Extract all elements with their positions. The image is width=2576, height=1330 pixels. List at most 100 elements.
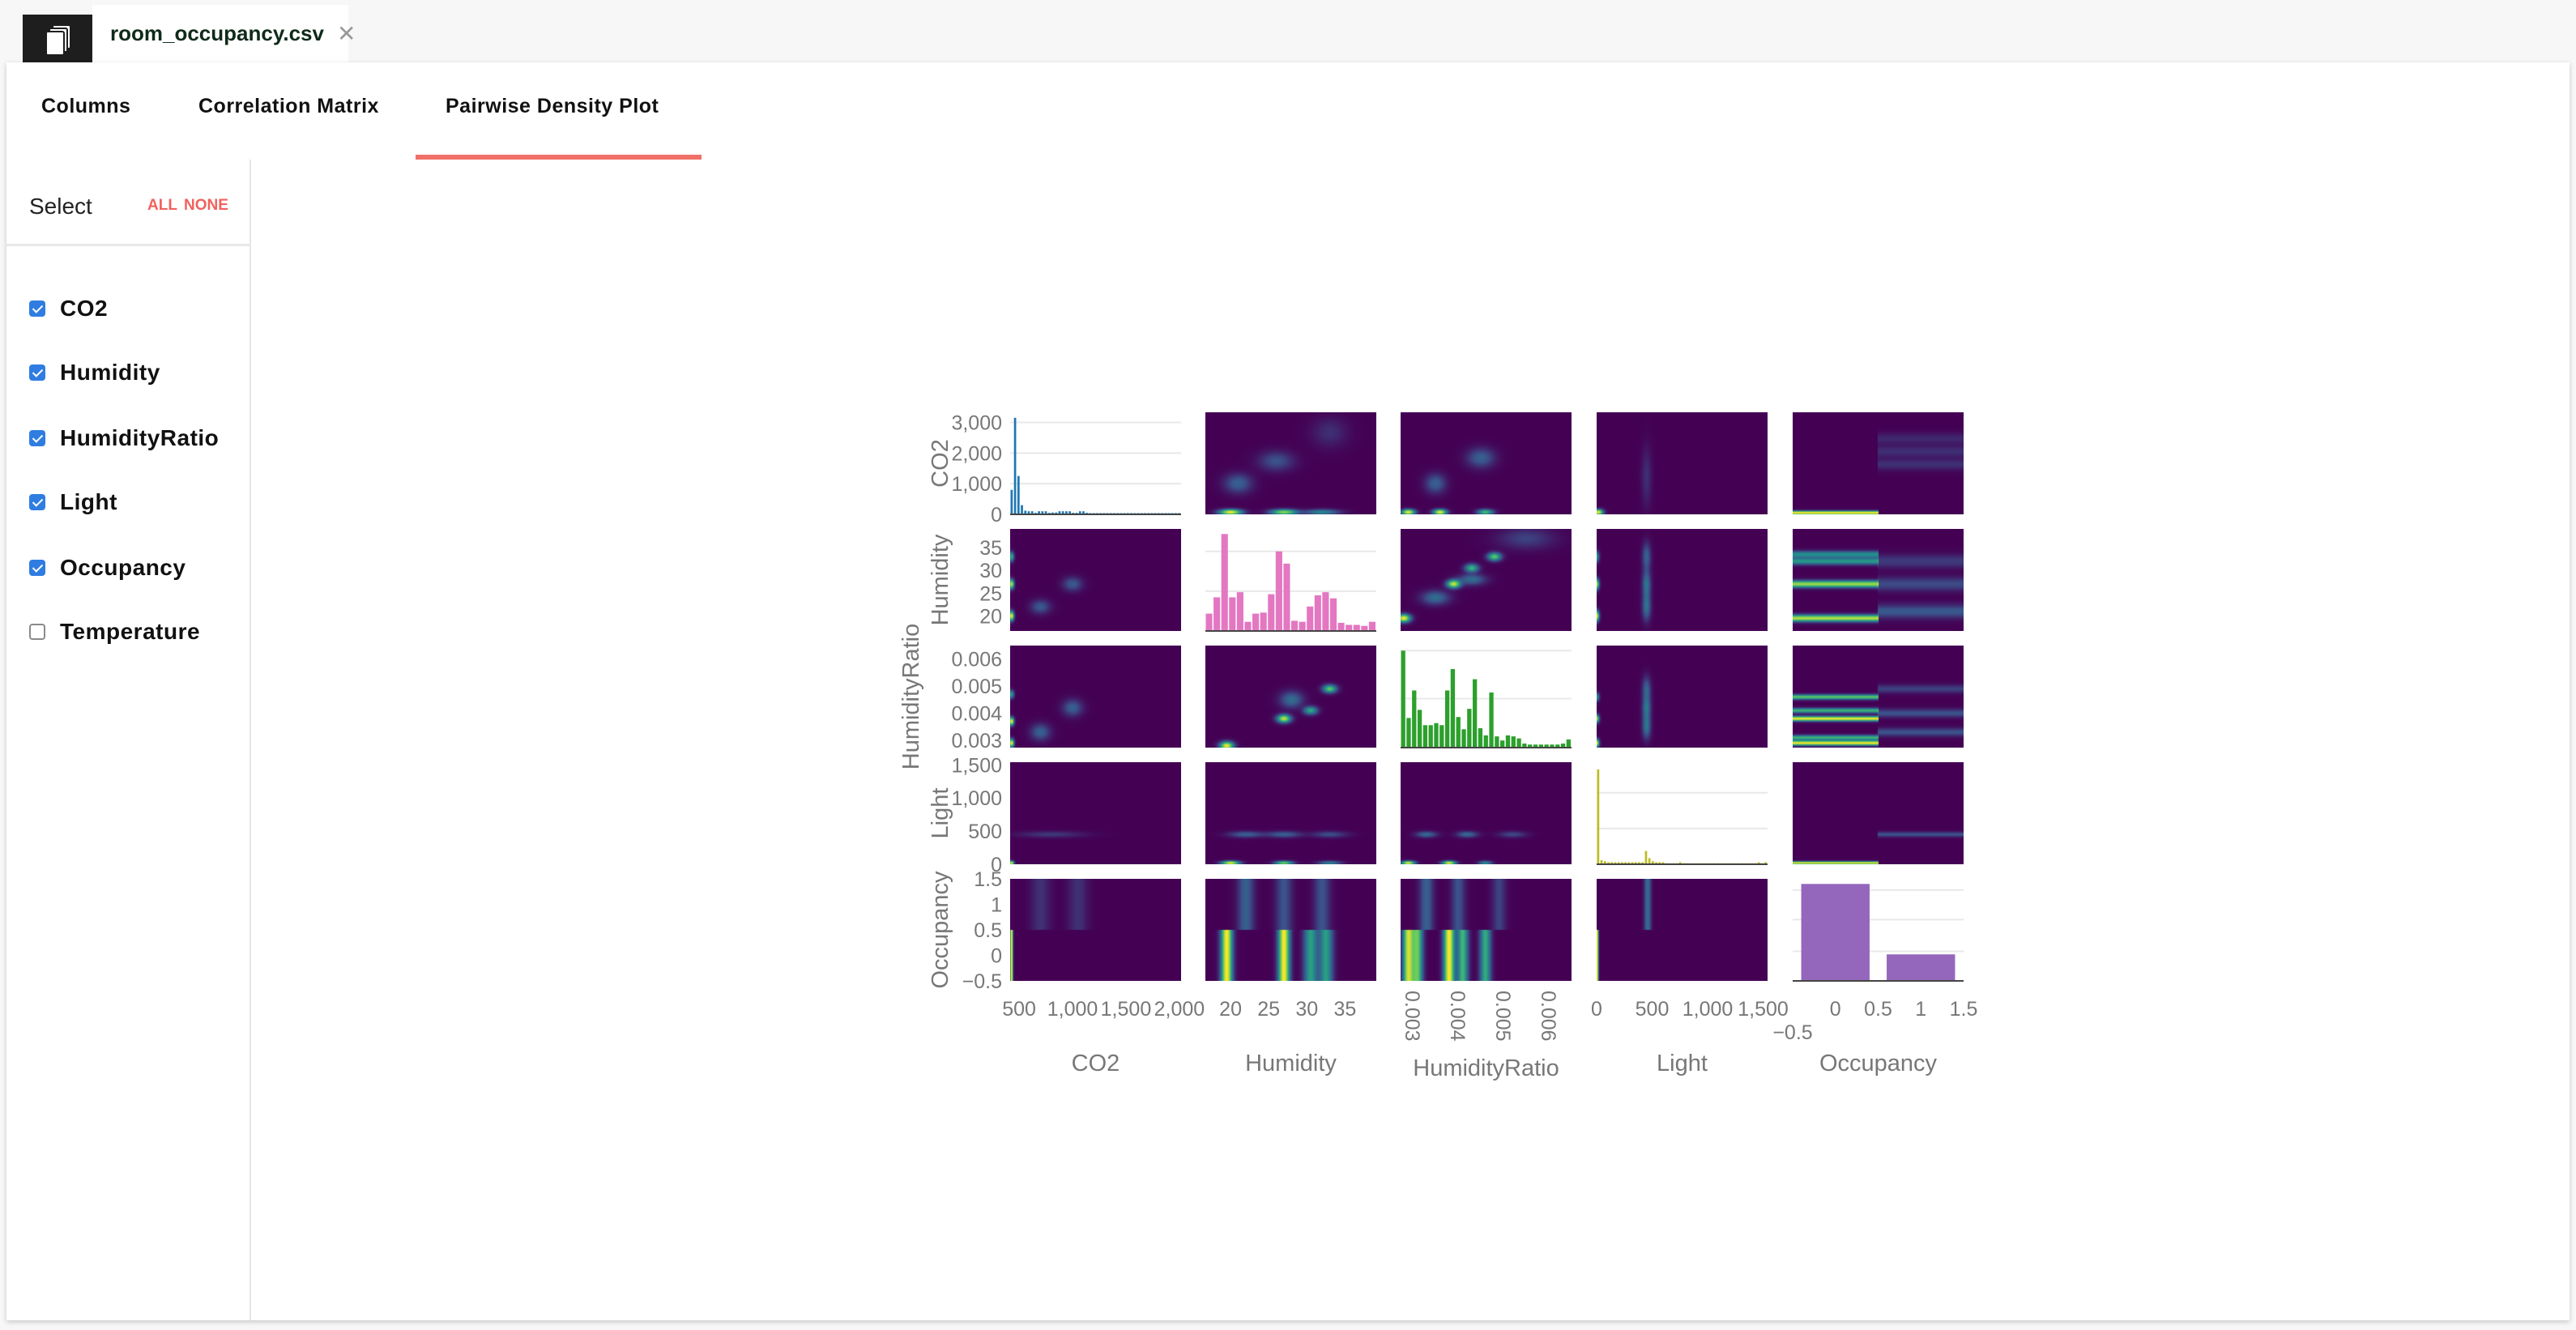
hist-bar [1655,862,1657,864]
y-tick-label: 1 [991,894,1002,917]
x-tick-label: 0.004 [1446,991,1469,1042]
y-tick-label: 0 [991,945,1002,968]
hist-bar [1505,735,1511,748]
hist-bar [1652,861,1654,864]
hist-bar [1467,709,1472,748]
x-tick-label: 0.005 [1491,991,1514,1042]
hist-bar [1221,534,1228,631]
hist-bar [1027,511,1030,514]
checkbox-label: CO2 [60,296,109,321]
hist-bar [1422,725,1428,748]
hist-bar [1634,862,1637,864]
x-tick-label: 0.006 [1537,991,1559,1042]
x-tick-label: 1,500 [1738,998,1789,1021]
y-tick-label: 0.005 [951,676,1002,698]
hist-bar [1368,621,1375,631]
row-title-co2: CO2 [928,439,953,488]
hist-bar [1439,725,1444,748]
hist-bar [1213,597,1221,631]
hist-bar [1641,862,1644,864]
checkbox[interactable] [29,624,45,640]
checkbox[interactable] [29,301,45,317]
y-tick-label: 1,000 [951,473,1002,496]
hist-bar [1528,744,1533,748]
checkbox[interactable] [29,430,45,446]
hist-bar [1472,679,1478,748]
density-cell-light-vs-occupancy [1793,762,1964,864]
column-title-humidityratio: HumidityRatio [1413,1055,1559,1081]
hist-bar [1610,862,1614,864]
hist-bar [1495,736,1499,748]
hist-bar [1644,850,1648,864]
column-checkbox-temperature[interactable]: Temperature [29,616,200,648]
close-icon[interactable]: ✕ [336,21,356,46]
hist-bar [1260,612,1267,631]
hist-bar [1887,954,1955,981]
hist-bar [1450,668,1456,748]
hist-bar [1406,718,1411,748]
y-tick-label: 1,500 [951,754,1002,777]
y-tick-label: 0 [991,504,1002,526]
column-checkbox-humidityratio[interactable]: HumidityRatio [29,422,219,454]
checkbox-label: HumidityRatio [60,425,220,450]
hist-bar [1566,739,1571,748]
hist-bar [1489,692,1494,748]
y-tick-label: 2,000 [951,442,1002,465]
hist-bar [1346,625,1353,631]
density-cell-humidity-vs-light [1597,529,1768,631]
x-tick-label: 1,000 [1047,998,1098,1021]
column-checkbox-occupancy[interactable]: Occupancy [29,552,186,584]
hist-bar [1456,717,1461,748]
y-tick-label: 0 [991,854,1002,876]
hist-bar [1483,735,1488,748]
density-cell-co2-vs-occupancy [1793,412,1964,514]
hist-bar [1244,621,1252,631]
hist-bar [1065,511,1068,514]
column-checkbox-humidity[interactable]: Humidity [29,356,160,389]
checkbox-label: Light [60,489,117,514]
x-tick-label: 2,000 [1154,998,1205,1021]
app-logo-icon[interactable] [23,15,92,62]
file-tab-name: room_occupancy.csv [110,21,324,45]
hist-bar [1329,598,1337,631]
row-title-humidityratio: HumidityRatio [898,624,924,770]
hist-bar [1337,622,1345,631]
density-cell-co2-vs-humidityratio [1401,412,1572,514]
y-tick-label: 35 [979,537,1002,560]
hist-bar [1603,861,1606,864]
column-title-humidity: Humidity [1245,1051,1337,1076]
hist-bar [1353,625,1360,631]
hist-bar [1051,512,1054,514]
hist-bar [1500,740,1505,748]
hist-bar [1401,650,1405,748]
hist-bar [1236,592,1243,631]
column-checkbox-co2[interactable]: CO2 [29,292,108,325]
hist-bar [1648,858,1651,864]
active-tab-indicator [416,155,702,160]
y-tick-label: 30 [979,560,1002,582]
checkbox[interactable] [29,494,45,510]
density-cell-light-vs-humidityratio [1401,762,1572,864]
tab-pairwise-density-plot[interactable]: Pairwise Density Plot [446,95,659,117]
checkbox[interactable] [29,560,45,576]
row-title-light: Light [928,788,953,839]
select-all-button[interactable]: ALL [147,197,177,214]
checkbox[interactable] [29,364,45,381]
hist-bar [1041,511,1044,514]
column-checkbox-light[interactable]: Light [29,486,117,518]
hist-bar [1055,512,1058,514]
y-tick-label: 1,000 [951,787,1002,810]
x-tick-label: 25 [1257,998,1280,1021]
hist-bar [1516,738,1521,748]
hist-bar [1361,625,1368,631]
hist-bar [1412,690,1417,748]
density-cell-light-vs-humidity [1205,762,1376,864]
hist-bar [1307,606,1314,631]
file-tab[interactable]: room_occupancy.csv ✕ [92,5,356,62]
y-tick-label: 1.5 [974,868,1002,891]
hist-bar [1631,862,1634,864]
x-tick-label: 500 [1636,998,1670,1021]
tab-correlation-matrix[interactable]: Correlation Matrix [198,95,379,117]
select-none-button[interactable]: NONE [184,197,228,214]
tab-columns[interactable]: Columns [41,95,131,117]
